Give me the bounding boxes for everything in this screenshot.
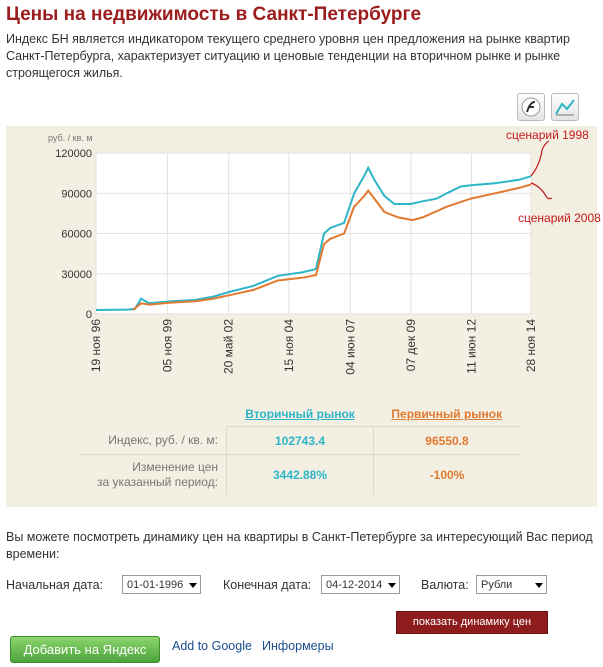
intro-text: Индекс БН является индикатором текущего … [6,32,570,80]
series-line [132,183,532,311]
col-primary-market[interactable]: Первичный рынок [373,402,520,427]
change-secondary-value: 3442.88% [226,454,374,495]
x-tick-label: 07 дек 09 [404,319,418,372]
informers-link[interactable]: Информеры [262,639,334,653]
start-date-value: 01-01-1996 [127,579,184,591]
period-description: Вы можете посмотреть динамику цен на ква… [6,530,593,561]
start-date-select[interactable]: 01-01-1996 [122,575,201,594]
x-tick-label: 19 ноя 96 [89,319,103,372]
end-date-select[interactable]: 04-12-2014 [321,575,400,594]
chart-icon[interactable] [551,93,579,121]
y-tick-label: 120000 [55,148,92,160]
currency-select[interactable]: Рубли [476,575,547,594]
page-title: Цены на недвижимость в Санкт-Петербурге [6,4,422,25]
y-tick-label: 60000 [61,229,92,241]
stats-table: Вторичный рынок Первичный рынок Индекс, … [80,402,520,495]
index-label: Индекс, руб. / кв. м: [80,426,227,455]
y-tick-label: 30000 [61,269,92,281]
y-tick-label: 90000 [61,188,92,200]
x-tick-label: 28 ноя 14 [524,319,538,372]
scenario-2008-curve [530,182,553,200]
y-axis-label: руб. / кв. м [48,133,93,143]
col-secondary-market[interactable]: Вторичный рынок [226,402,374,427]
currency-label: Валюта: [421,578,469,592]
currency-value: Рубли [481,579,513,591]
series-line [95,165,532,311]
x-tick-label: 05 ноя 99 [160,319,174,372]
chevron-down-icon [388,583,396,588]
chevron-down-icon [189,583,197,588]
x-tick-label: 11 июн 12 [465,319,479,374]
price-chart: 0 30000 60000 90000 120000 19 ноя 96 05 ноя 99… [48,128,601,375]
add-to-yandex-button[interactable]: Добавить на Яндекс [10,636,160,663]
start-date-label: Начальная дата: [6,578,104,592]
scenario-1998-curve [530,140,550,177]
index-primary-value: 96550.8 [373,426,520,455]
change-label-line1: Изменение цен [132,459,218,474]
y-tick-label: 0 [86,309,92,321]
change-label: Изменение цен за указанный период: [80,455,227,495]
change-label-line2: за указанный период: [97,474,218,489]
x-tick-label: 20 май 02 [222,319,236,374]
change-primary-value: -100% [373,454,520,495]
annotation-scenario-2008: сценарий 2008 [518,211,601,225]
x-tick-label: 15 ноя 04 [282,319,296,372]
add-to-google-link[interactable]: Add to Google [172,639,252,653]
index-secondary-value: 102743.4 [226,426,374,455]
flash-icon[interactable] [517,93,545,121]
chevron-down-icon [535,583,543,588]
end-date-label: Конечная дата: [223,578,312,592]
x-tick-label: 04 июн 07 [343,319,357,375]
show-dynamics-button[interactable]: показать динамику цен [396,611,548,634]
end-date-value: 04-12-2014 [326,579,383,591]
annotation-scenario-1998: сценарий 1998 [506,128,589,142]
